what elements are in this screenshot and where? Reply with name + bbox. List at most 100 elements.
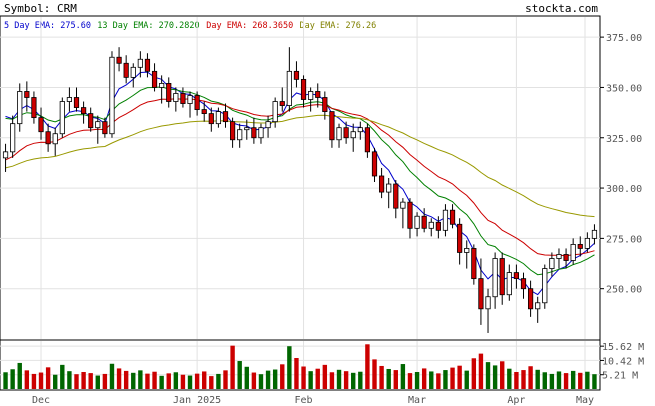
volume-bar: [372, 359, 377, 389]
candle-body: [251, 127, 257, 139]
legend-entry-0: 5 Day EMA: 275.60: [4, 21, 91, 31]
volume-bar: [67, 371, 72, 389]
volume-bar: [322, 364, 328, 389]
volume-bar: [592, 374, 597, 389]
candle-body: [222, 111, 229, 123]
candle-body: [2, 151, 9, 159]
volume-bar: [464, 370, 469, 389]
candle-body: [449, 209, 456, 225]
volume-bar: [351, 372, 356, 389]
volume-bar: [272, 369, 278, 389]
volume-bar: [223, 370, 228, 389]
candle-body: [116, 56, 122, 64]
candle-body: [237, 129, 243, 141]
volume-bar: [237, 361, 242, 389]
volume-bar: [478, 353, 484, 389]
candle-body: [357, 127, 363, 133]
volume-bar: [88, 373, 93, 389]
volume-bar: [542, 372, 547, 389]
candle-body: [109, 56, 115, 135]
volume-panel-frame: [0, 339, 601, 391]
volume-bar: [336, 369, 342, 389]
price-tick-label: 250.00: [606, 285, 642, 296]
candle-body: [421, 215, 427, 229]
volume-bar: [457, 365, 462, 389]
candle-body: [265, 121, 271, 129]
candle-body: [414, 215, 420, 229]
candle-body: [442, 209, 449, 231]
volume-bar: [393, 370, 398, 389]
candle-body: [88, 113, 94, 129]
candle-body: [492, 258, 498, 298]
volume-bar: [138, 370, 143, 389]
candle-body: [187, 95, 193, 104]
volume-bar: [81, 371, 86, 389]
candle-body: [130, 66, 136, 78]
volume-bar: [556, 371, 562, 389]
price-tick-label: 375.00: [606, 33, 642, 44]
candle-body: [272, 101, 278, 123]
date-label: Feb: [295, 395, 313, 406]
volume-bar: [265, 370, 271, 389]
candle-body: [527, 288, 534, 310]
candle-body: [24, 91, 30, 98]
volume-bar: [358, 371, 363, 389]
volume-bar: [343, 371, 349, 389]
candle-body: [102, 121, 108, 135]
volume-bar: [3, 372, 8, 389]
volume-bar: [521, 370, 526, 389]
volume-bar: [400, 364, 406, 389]
candle-body: [10, 123, 16, 153]
price-tick-label: 275.00: [606, 234, 642, 245]
volume-bar: [216, 373, 221, 389]
candle-body: [66, 97, 73, 102]
candle-body: [400, 201, 406, 209]
candle-body: [378, 175, 385, 193]
candle-body: [350, 131, 356, 139]
candle-body: [80, 107, 87, 114]
volume-bar: [194, 373, 200, 389]
candle-body: [577, 244, 583, 249]
volume-bar: [10, 369, 15, 389]
volume-bar: [507, 368, 512, 389]
volume-bar: [180, 374, 186, 389]
volume-bar: [173, 372, 179, 389]
volume-bar: [109, 363, 115, 389]
volume-bar: [287, 346, 292, 389]
candle-body: [471, 248, 477, 280]
volume-axis: 15.62 M 10.42 M 5.21 M: [600, 342, 644, 382]
candle-body: [300, 78, 307, 100]
candle-body: [371, 151, 378, 177]
candle-body: [308, 91, 314, 100]
date-label: Apr: [507, 395, 525, 406]
candle-body: [591, 229, 598, 239]
volume-tick-label: 10.42 M: [602, 356, 644, 367]
candle-body: [535, 302, 541, 310]
volume-bar: [24, 370, 30, 389]
candle-body: [194, 95, 200, 110]
candle-body: [166, 83, 172, 102]
volume-bar: [407, 373, 413, 389]
date-label: Mar: [408, 395, 426, 406]
symbol-label: Symbol: CRM: [4, 2, 77, 15]
volume-tick-label: 5.21 M: [602, 371, 638, 382]
ema-line-50: [5, 114, 595, 218]
volume-bar: [421, 368, 427, 389]
candle-body: [549, 258, 555, 269]
volume-bar: [230, 345, 235, 389]
date-label: Dec: [32, 395, 50, 406]
volume-bar: [38, 372, 44, 389]
volume-bar: [436, 373, 441, 389]
candle-body: [180, 93, 186, 104]
candlesticks: [2, 47, 598, 333]
candle-body: [95, 121, 101, 129]
volume-bar: [53, 374, 58, 389]
volume-bar: [301, 366, 306, 389]
candle-body: [144, 58, 151, 72]
volume-bar: [145, 373, 150, 389]
candle-body: [485, 296, 491, 310]
ema-line-13: [5, 86, 595, 276]
volume-bar: [123, 370, 129, 389]
legend-entry-3: Day EMA: 276.26: [300, 21, 377, 31]
